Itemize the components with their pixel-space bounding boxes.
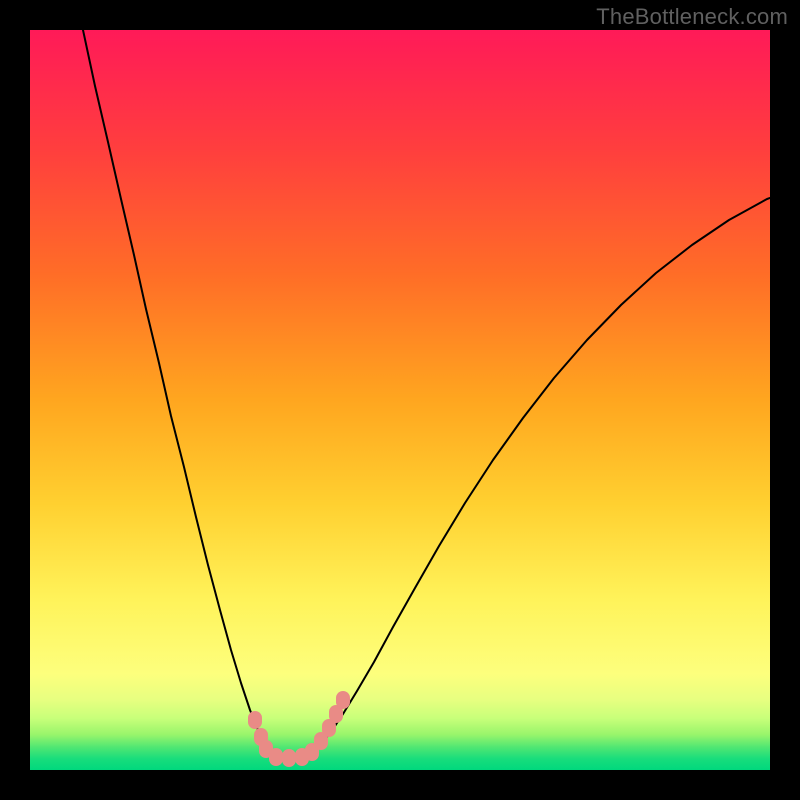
curve-marker — [336, 691, 350, 709]
attribution-text: TheBottleneck.com — [596, 4, 788, 30]
chart-outer: TheBottleneck.com — [0, 0, 800, 800]
curve-marker — [248, 711, 262, 729]
plot-area — [30, 30, 770, 770]
curve-marker — [282, 749, 296, 767]
curve-marker — [269, 748, 283, 766]
plot-svg — [30, 30, 770, 770]
gradient-background — [30, 30, 770, 770]
